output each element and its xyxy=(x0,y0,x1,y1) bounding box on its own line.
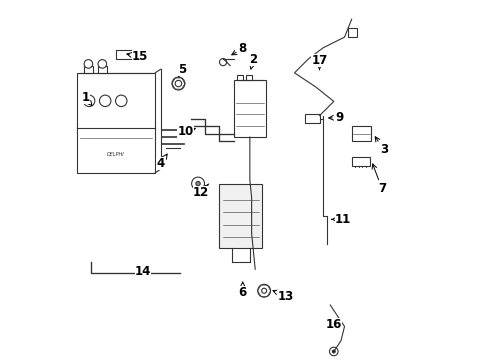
Circle shape xyxy=(172,77,184,90)
Text: 2: 2 xyxy=(249,53,257,69)
FancyBboxPatch shape xyxy=(351,157,369,166)
Circle shape xyxy=(329,347,337,356)
FancyBboxPatch shape xyxy=(219,184,262,248)
Circle shape xyxy=(84,60,93,68)
Text: 16: 16 xyxy=(325,318,341,331)
Text: 5: 5 xyxy=(178,63,186,77)
FancyBboxPatch shape xyxy=(347,28,356,37)
FancyBboxPatch shape xyxy=(233,80,265,137)
Text: 15: 15 xyxy=(126,50,148,63)
Circle shape xyxy=(83,95,95,107)
Text: 4: 4 xyxy=(156,154,167,170)
Circle shape xyxy=(115,95,127,107)
Bar xyxy=(83,66,93,73)
Text: 17: 17 xyxy=(311,54,327,69)
Text: 1: 1 xyxy=(81,91,92,105)
Text: 7: 7 xyxy=(371,164,386,195)
Text: 8: 8 xyxy=(231,42,246,55)
Text: 14: 14 xyxy=(134,265,151,278)
Bar xyxy=(246,75,251,80)
FancyBboxPatch shape xyxy=(77,73,155,173)
Circle shape xyxy=(219,59,226,66)
Text: 12: 12 xyxy=(192,184,208,199)
Circle shape xyxy=(175,80,181,87)
Circle shape xyxy=(261,288,266,293)
Text: 3: 3 xyxy=(374,137,387,156)
Circle shape xyxy=(196,181,200,186)
FancyBboxPatch shape xyxy=(351,126,370,141)
Circle shape xyxy=(191,177,204,190)
Bar xyxy=(237,75,242,80)
Text: DELPHI: DELPHI xyxy=(107,152,124,157)
Circle shape xyxy=(332,350,335,353)
Text: 6: 6 xyxy=(238,282,246,299)
Text: 11: 11 xyxy=(331,213,350,226)
Circle shape xyxy=(257,284,270,297)
Bar xyxy=(98,66,107,73)
FancyBboxPatch shape xyxy=(305,114,319,123)
Text: 10: 10 xyxy=(177,125,195,138)
Text: 13: 13 xyxy=(272,289,293,303)
Text: 9: 9 xyxy=(328,111,343,124)
Circle shape xyxy=(98,60,106,68)
FancyBboxPatch shape xyxy=(116,50,134,59)
Circle shape xyxy=(99,95,111,107)
